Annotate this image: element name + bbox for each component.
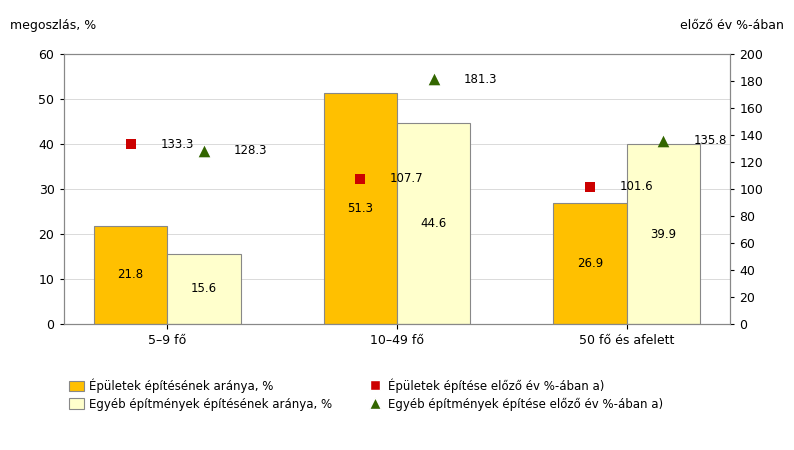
Text: 107.7: 107.7 <box>390 172 424 185</box>
Bar <box>553 203 626 324</box>
Point <box>198 147 210 154</box>
Text: megoszlás, %: megoszlás, % <box>10 19 96 32</box>
Text: 51.3: 51.3 <box>347 202 373 215</box>
Text: 128.3: 128.3 <box>234 144 268 158</box>
Point <box>584 183 596 190</box>
Text: előző év %-ában: előző év %-ában <box>680 19 784 32</box>
Bar <box>94 226 168 324</box>
Bar <box>397 123 471 324</box>
Point <box>427 76 440 83</box>
Text: 39.9: 39.9 <box>650 228 676 241</box>
Text: 135.8: 135.8 <box>693 134 727 147</box>
Text: 181.3: 181.3 <box>464 73 497 86</box>
Text: 21.8: 21.8 <box>118 269 144 281</box>
Text: 15.6: 15.6 <box>191 283 217 295</box>
Text: 133.3: 133.3 <box>160 138 194 151</box>
Point <box>124 140 137 148</box>
Point <box>657 137 670 144</box>
Bar <box>323 93 397 324</box>
Legend: Épületek építésének aránya, %, Egyéb építmények építésének aránya, %, Épületek é: Épületek építésének aránya, %, Egyéb épí… <box>69 378 663 411</box>
Bar <box>626 144 700 324</box>
Text: 44.6: 44.6 <box>421 217 447 230</box>
Point <box>354 175 367 182</box>
Text: 26.9: 26.9 <box>576 257 603 270</box>
Bar <box>168 254 241 324</box>
Text: 101.6: 101.6 <box>620 180 653 194</box>
